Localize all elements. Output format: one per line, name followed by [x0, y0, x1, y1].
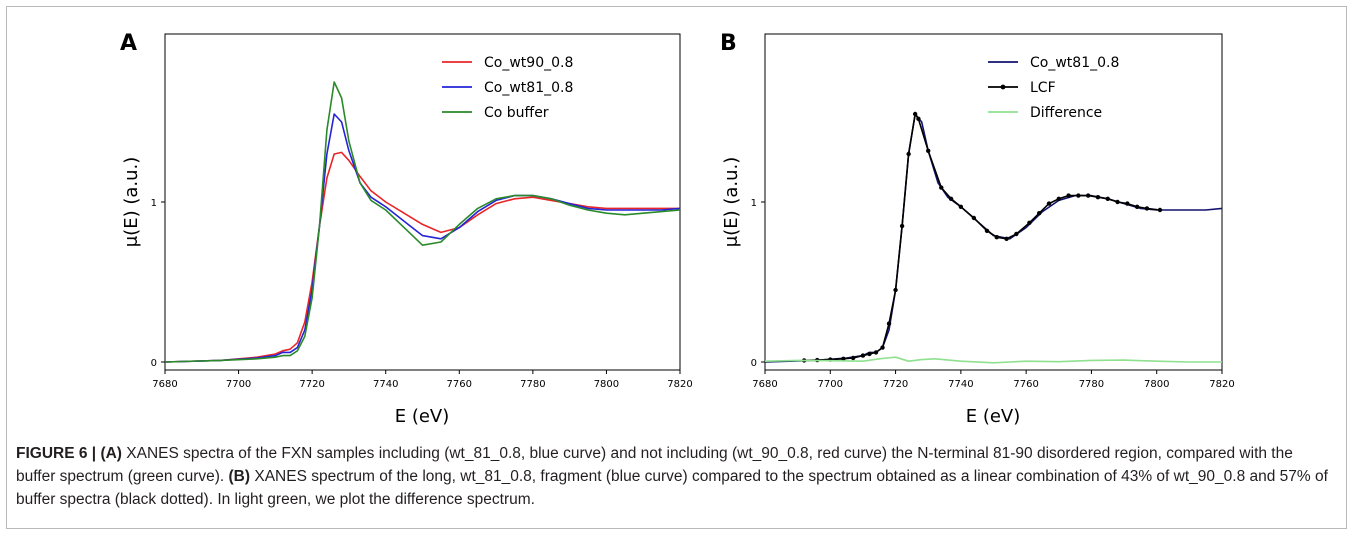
panel-b-series-point — [860, 353, 866, 358]
panel-b-series-point — [886, 321, 892, 326]
panel-b-letter: B — [720, 31, 737, 56]
panel-b-series-point — [912, 111, 918, 117]
panel-b-series-point — [1076, 193, 1081, 198]
panel-b-series-point — [893, 287, 898, 293]
caption-figure-label: FIGURE 6 | — [16, 445, 97, 462]
panel-b-series-point — [1056, 196, 1061, 201]
panel-a-plot-area: 7680 7700 7720 7740 7760 7780 7800 7820 0 1 — [151, 81, 693, 390]
panel-b-xtick-label: 7740 — [948, 379, 973, 390]
panel-a-legend-label-2: Co buffer — [484, 105, 549, 121]
panel-b-legend: Co_wt81_0.8 LCF Difference — [988, 55, 1119, 121]
panel-b-legend-label-0: Co_wt81_0.8 — [1030, 55, 1119, 71]
panel-b-series-point — [1115, 199, 1120, 205]
panel-b-xtick-label: 7800 — [1144, 379, 1169, 390]
figure-frame — [6, 6, 1347, 529]
panel-b-xtick-label: 7700 — [818, 379, 843, 390]
panel-b-series-point — [1085, 193, 1091, 198]
panel-a-series-line-1 — [164, 113, 681, 363]
panel-b-series-point — [1014, 231, 1019, 237]
panel-b-series-point — [899, 223, 905, 229]
panel-b-legend-label-1: LCF — [1030, 80, 1056, 96]
panel-b-series-line-0 — [764, 113, 1223, 363]
panel-b-series-point — [926, 148, 931, 153]
panel-b-series-point — [994, 235, 999, 240]
panel-b-series-point — [1046, 201, 1052, 206]
panel-b-series-line-1 — [804, 113, 1161, 362]
panel-a-series-line-2 — [164, 81, 681, 363]
panel-b-series-point — [880, 345, 885, 350]
panel-b-series-point — [1125, 201, 1130, 206]
panel-a-legend: Co_wt90_0.8 Co_wt81_0.8 Co buffer — [442, 55, 573, 121]
panel-b-series-point — [1027, 220, 1032, 225]
panel-a-xtick-label: 7680 — [152, 379, 177, 390]
panel-b-series-point — [1095, 195, 1101, 200]
panel-b-axes-frame — [764, 33, 1223, 371]
panel-a-xlabel: E (eV) — [395, 406, 450, 427]
panel-b-xtick-label: 7760 — [1013, 379, 1038, 390]
panel-b-xtick-label: 7780 — [1079, 379, 1104, 390]
panel-b-series-point — [1144, 206, 1150, 211]
panel-a-series-line-0 — [164, 151, 680, 363]
panel-b-series-point — [958, 204, 964, 209]
panel-b-legend-label-2: Difference — [1030, 105, 1102, 121]
panel-a-xtick-label: 7780 — [520, 379, 545, 390]
panel-b-series-point — [916, 116, 921, 122]
panel-b-series-point — [867, 351, 872, 357]
panel-b-series-point — [939, 185, 944, 190]
panel-a-xtick-label: 7760 — [447, 379, 472, 390]
panel-b-series-point — [906, 151, 911, 157]
panel-b-series-point — [841, 356, 846, 361]
panel-b-series-point — [971, 215, 977, 221]
panel-b-xtick-label: 7680 — [752, 379, 777, 390]
caption-b-label: (B) — [228, 468, 251, 485]
figure-canvas: A 7680 7700 7720 7740 7760 7780 7800 7820 0 1 E (… — [120, 31, 1235, 427]
panel-a-axes-frame — [164, 33, 681, 371]
panel-a-xtick-label: 7800 — [594, 379, 619, 390]
panel-b-plot-area: 7680 7700 7720 7740 7760 7780 7800 7820 0 1 — [751, 111, 1235, 390]
panel-b-series-point — [1037, 211, 1042, 216]
panel-b-legend-marker — [1000, 84, 1006, 90]
panel-b-series-point — [1004, 236, 1009, 241]
panel-b-series-point — [873, 350, 879, 355]
panel-b-ytick-label: 1 — [751, 198, 757, 209]
panel-a-ytick-label: 1 — [151, 198, 157, 209]
figure-caption: FIGURE 6 | (A) XANES spectra of the FXN … — [16, 442, 1336, 511]
panel-b-series-point — [1134, 204, 1140, 209]
panel-a-xtick-label: 7740 — [373, 379, 398, 390]
panel-a-ytick-label: 0 — [151, 358, 157, 369]
panel-a-legend-label-1: Co_wt81_0.8 — [484, 80, 573, 96]
panel-a: A 7680 7700 7720 7740 7760 7780 7800 7820 0 1 E (… — [120, 31, 693, 427]
panel-b-series-line-2 — [764, 356, 1222, 364]
panel-b-series-point — [850, 355, 856, 361]
panel-b-xlabel: E (eV) — [966, 406, 1021, 427]
panel-a-letter: A — [120, 31, 137, 56]
panel-b-xtick-label: 7720 — [883, 379, 908, 390]
panel-b-series-point — [984, 228, 990, 233]
panel-b-series-point — [1157, 207, 1163, 213]
caption-b-text: XANES spectrum of the long, wt_81_0.8, f… — [16, 468, 1328, 508]
panel-b: B 7680 7700 7720 7740 7760 7780 7800 7820 0 1 E (… — [720, 31, 1235, 427]
panel-a-ylabel: μ(E) (a.u.) — [121, 157, 142, 248]
panel-b-ytick-label: 0 — [751, 358, 757, 369]
panel-a-xtick-label: 7720 — [299, 379, 324, 390]
panel-a-xtick-label: 7700 — [226, 379, 251, 390]
panel-b-series-point — [1066, 193, 1071, 198]
panel-a-legend-label-0: Co_wt90_0.8 — [484, 55, 573, 71]
panel-b-xtick-label: 7820 — [1209, 379, 1234, 390]
caption-a-label: (A) — [100, 445, 122, 462]
panel-b-series-point — [948, 196, 954, 201]
panel-b-ylabel: μ(E) (a.u.) — [721, 157, 742, 248]
panel-b-series-point — [1105, 196, 1110, 201]
panel-a-xtick-label: 7820 — [667, 379, 692, 390]
caption-a-text: XANES spectra of the FXN samples includi… — [16, 445, 1293, 485]
